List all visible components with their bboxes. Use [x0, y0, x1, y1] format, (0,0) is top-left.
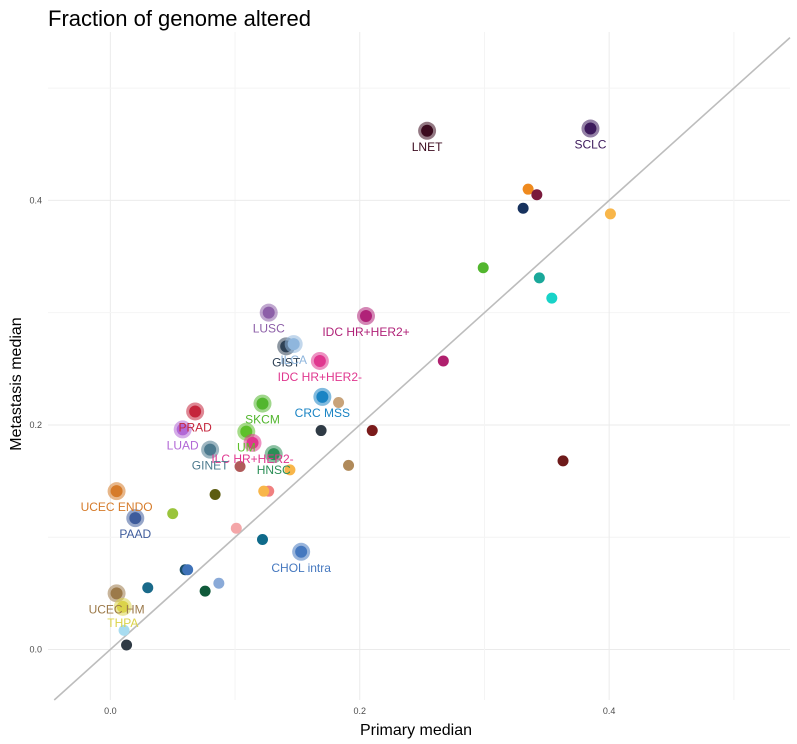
data-point [121, 639, 133, 651]
x-tick-label: 0.0 [104, 706, 117, 716]
data-point-labeled [313, 354, 326, 367]
data-point [234, 460, 246, 472]
data-point-labeled [176, 423, 189, 436]
data-point-labeled [246, 436, 259, 449]
point-label: LNET [412, 140, 443, 154]
point-label: LUAD [167, 438, 199, 452]
data-point [199, 585, 211, 597]
data-point [284, 464, 296, 476]
point-label: ILC HR+HER2- [211, 452, 293, 466]
data-point [437, 355, 449, 367]
point-label: UCEC ENDO [81, 500, 153, 514]
tick-labels: 0.0 0.2 0.4 0.0 0.2 0.4 [29, 195, 615, 716]
data-point [343, 459, 355, 471]
grid [48, 32, 790, 700]
point-label: IDC HR+HER2+ [322, 325, 409, 339]
point-label: GINET [192, 459, 229, 473]
data-point [517, 202, 529, 214]
reference-line-layer [53, 37, 791, 701]
point-label: SCLC [574, 138, 606, 152]
data-point [182, 564, 194, 576]
data-point [604, 208, 616, 220]
point-label: UCEC HM [89, 602, 145, 616]
point-label: SKCM [245, 413, 280, 427]
data-point-labeled [316, 390, 329, 403]
data-point-labeled [262, 306, 275, 319]
chart-title: Fraction of genome altered [48, 6, 311, 31]
data-point [557, 455, 569, 467]
data-point-labeled [360, 310, 372, 323]
data-point [167, 508, 179, 520]
data-point-labeled [204, 443, 217, 456]
data-point-labeled [267, 448, 280, 461]
data-point [315, 425, 327, 437]
data-point-labeled [287, 338, 300, 351]
point-label: LUSC [253, 322, 285, 336]
point-label: PRAD [178, 420, 212, 434]
data-point [366, 425, 378, 437]
identity-line [53, 37, 791, 701]
point-label: CHOL intra [271, 561, 331, 575]
y-tick-label: 0.2 [29, 420, 42, 430]
data-point-labeled [129, 512, 142, 525]
point-label: HNSC [257, 463, 291, 477]
data-point [256, 533, 268, 545]
data-point [477, 262, 489, 274]
data-point-labeled [189, 405, 202, 418]
y-axis-title: Metastasis median [8, 317, 25, 450]
data-point-labeled [110, 587, 123, 600]
point-label: ILCA [280, 353, 307, 367]
data-point [118, 624, 130, 636]
points [107, 119, 616, 651]
data-point [522, 183, 534, 195]
data-point-labeled [295, 545, 308, 558]
data-point [531, 189, 543, 201]
data-point-labeled [256, 397, 269, 410]
data-point [258, 485, 270, 497]
data-point-labeled [584, 122, 597, 135]
point-label: PAAD [119, 527, 151, 541]
x-tick-label: 0.4 [603, 706, 616, 716]
point-label: GIST [272, 355, 301, 369]
data-point-labeled [110, 485, 123, 498]
data-point [142, 582, 154, 594]
data-point [333, 396, 345, 408]
data-point [213, 577, 225, 589]
x-tick-label: 0.2 [354, 706, 367, 716]
point-label: THPA [107, 616, 138, 630]
x-axis-title: Primary median [360, 722, 472, 739]
data-point-labeled [421, 124, 434, 137]
point-label: UM [237, 441, 256, 455]
data-point [230, 522, 242, 534]
data-point [209, 489, 221, 501]
point-label: IDC HR+HER2- [278, 370, 362, 384]
data-point-labeled [116, 600, 129, 613]
data-point [546, 292, 558, 304]
y-tick-label: 0.0 [29, 644, 42, 654]
point-label: CRC MSS [295, 406, 350, 420]
data-point [533, 272, 545, 284]
y-tick-label: 0.4 [29, 195, 42, 205]
